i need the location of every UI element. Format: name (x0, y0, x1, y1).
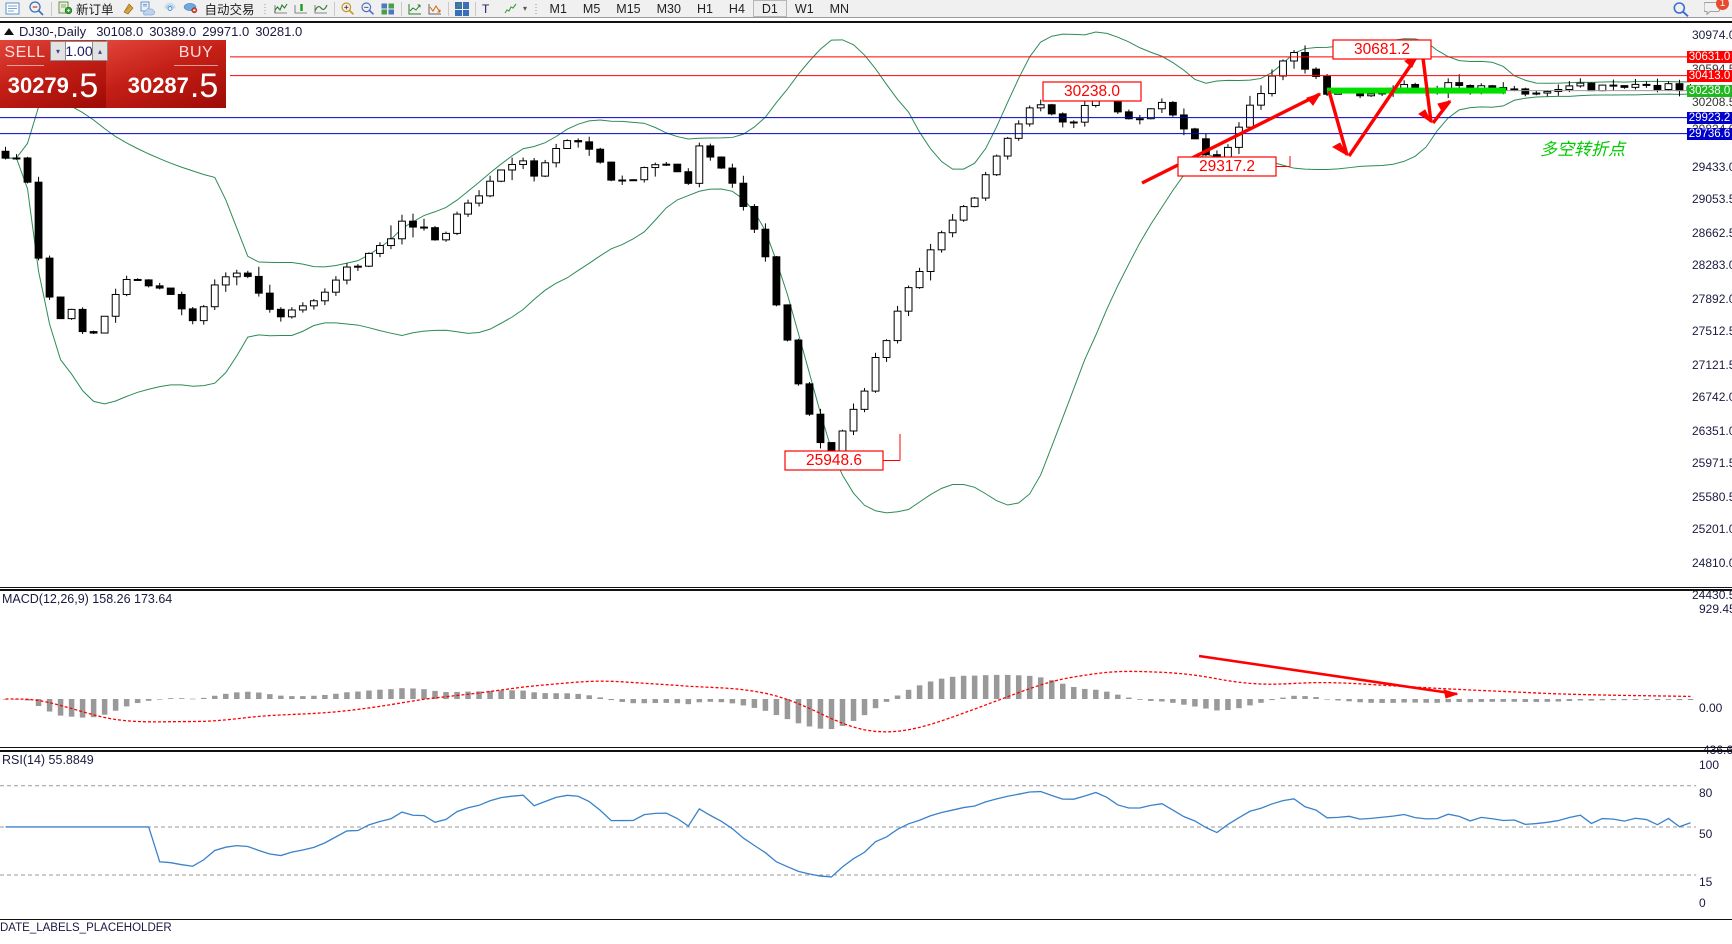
svg-text:多空转折点: 多空转折点 (1540, 140, 1627, 159)
svg-text:29317.2: 29317.2 (1199, 158, 1255, 175)
svg-text:25948.6: 25948.6 (806, 452, 862, 469)
svg-text:T: T (482, 2, 490, 16)
svg-text:30238.0: 30238.0 (1064, 83, 1120, 100)
svg-text:30681.2: 30681.2 (1354, 41, 1410, 58)
